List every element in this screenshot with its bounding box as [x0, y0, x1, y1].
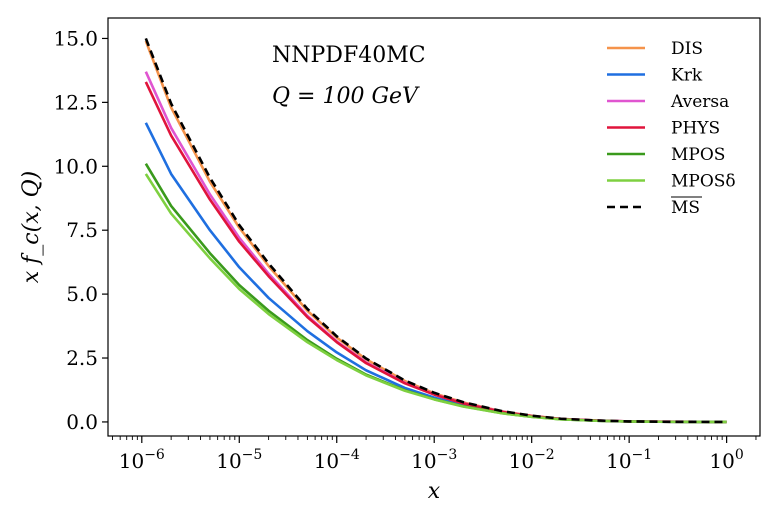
series-line-mpos — [144, 163, 727, 424]
series-line-ms — [144, 37, 727, 424]
axis-ticks — [102, 37, 757, 443]
series-line-phys — [144, 81, 727, 424]
x-tick-label: 10−5 — [216, 447, 262, 473]
x-tick-label: 10−1 — [606, 447, 652, 473]
legend-label: PHYS — [671, 119, 720, 139]
x-tick-label: 10−3 — [411, 447, 457, 473]
series-line-krk — [144, 122, 727, 424]
tick-labels: 0.0 2.5 5.0 7.5 10.0 12.5 15.0 10−6 10−5 10−4 10−3… — [53, 26, 743, 473]
y-tick-label: 10.0 — [53, 154, 98, 178]
legend-label: Krk — [671, 66, 703, 86]
series-line-mpos — [144, 173, 727, 424]
annotation-scale: Q = 100 GeV — [272, 84, 420, 109]
legend-label: MPOSδ — [671, 172, 736, 192]
x-tick-label: 10−4 — [314, 447, 360, 473]
legend-label: Aversa — [670, 92, 729, 112]
y-tick-label: 12.5 — [53, 90, 98, 114]
y-axis-label: x f_c(x, Q) — [19, 171, 44, 283]
y-tick-label: 2.5 — [66, 346, 98, 370]
x-tick-label: 10−2 — [509, 447, 555, 473]
series-line-aversa — [144, 71, 727, 424]
y-tick-label: 15.0 — [53, 26, 98, 50]
legend-label: MPOS — [671, 145, 725, 165]
x-tick-label: 100 — [709, 447, 743, 473]
annotation-model: NNPDF40MC — [272, 43, 426, 68]
legend-label: MS — [671, 198, 700, 218]
y-tick-label: 7.5 — [66, 218, 98, 242]
legend: DIS Krk Aversa PHYS MPOS MPOSδ MS — [607, 39, 736, 218]
legend-label: DIS — [671, 39, 703, 59]
plot-frame — [107, 17, 761, 437]
y-tick-label: 5.0 — [66, 282, 98, 306]
series-layer — [144, 37, 727, 424]
x-tick-label: 10−6 — [119, 447, 165, 473]
x-axis-label: x — [428, 479, 441, 504]
y-tick-label: 0.0 — [66, 410, 98, 434]
